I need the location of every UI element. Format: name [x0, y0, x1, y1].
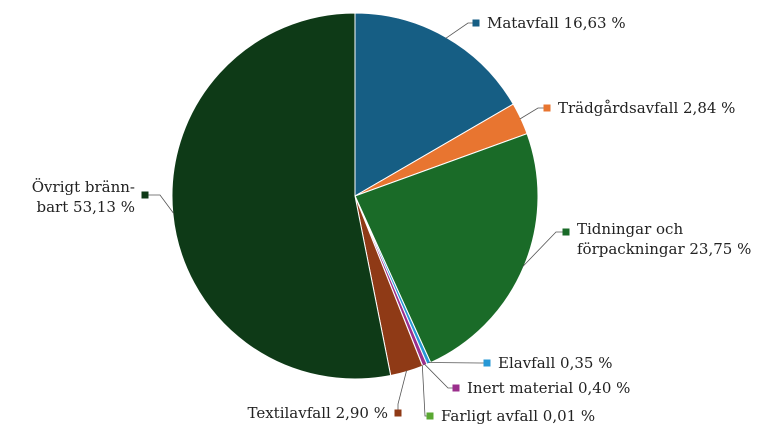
slice-label-inert: Inert material 0,40 % — [467, 379, 630, 397]
slice-label-farligt: Farligt avfall 0,01 % — [441, 407, 595, 425]
leader-line-textil — [397, 370, 407, 413]
leader-line-ovrigt — [145, 194, 175, 215]
slice-label-ovrigt: bart 53,13 % — [37, 198, 135, 216]
leader-line-elavfall — [428, 362, 487, 364]
legend-marker-elavfall — [483, 359, 491, 367]
slice-label-tidningar: Tidningar och — [577, 220, 683, 238]
slice-label-matavfall: Matavfall 16,63 % — [487, 14, 626, 32]
leader-line-inert — [424, 363, 456, 389]
legend-marker-farligt — [426, 412, 434, 420]
pie-slice-tidningar — [354, 133, 539, 364]
leader-line-tradgardsavfall — [519, 107, 547, 120]
slice-label-tidningar: förpackningar 23,75 % — [577, 240, 751, 258]
pie-slice-ovrigt — [171, 12, 392, 380]
legend-marker-tidningar — [562, 228, 570, 236]
slice-label-tradgardsavfall: Trädgårdsavfall 2,84 % — [558, 99, 735, 117]
legend-marker-ovrigt — [141, 191, 149, 199]
legend-marker-inert — [452, 384, 460, 392]
slice-label-textil: Textilavfall 2,90 % — [248, 404, 389, 422]
slice-label-elavfall: Elavfall 0,35 % — [498, 354, 612, 372]
pie-slices — [171, 12, 539, 380]
legend-marker-tradgardsavfall — [543, 104, 551, 112]
slice-labels: Matavfall 16,63 % Trädgårdsavfall 2,84 % T… — [32, 14, 752, 425]
leader-line-farligt — [421, 365, 430, 417]
leader-line-matavfall — [445, 22, 476, 39]
legend-marker-textil — [394, 409, 402, 417]
slice-label-ovrigt: Övrigt bränn- — [32, 178, 135, 196]
pie-slice-matavfall — [354, 12, 514, 197]
legend-marker-matavfall — [472, 19, 480, 27]
